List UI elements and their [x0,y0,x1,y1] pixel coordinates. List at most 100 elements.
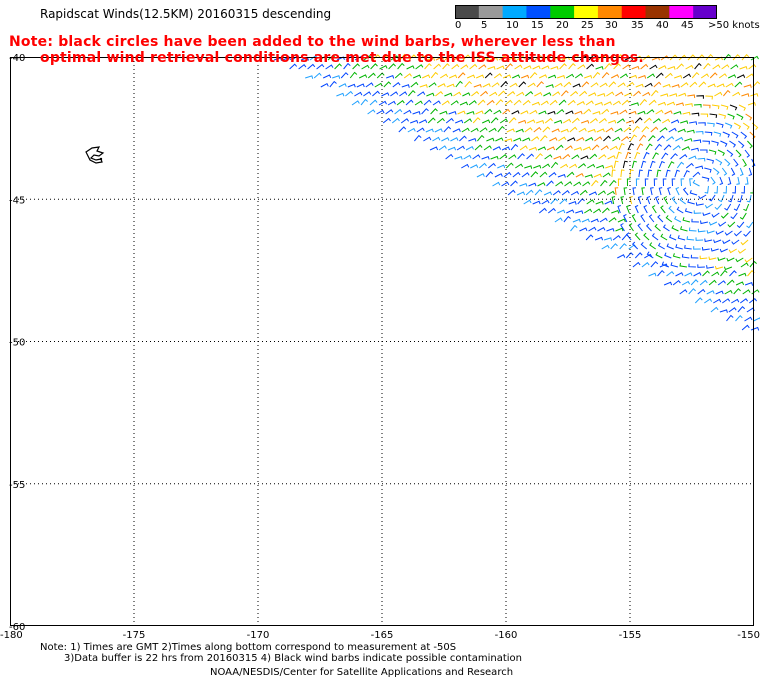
wind-barb [397,62,405,70]
axis-tick-labels: -180 -175 -170 -165 -160 -155 -150 -40 -45 -50 -55… [0,53,760,640]
wind-barb [739,167,744,176]
wind-barb [459,101,469,106]
note-line-1: Note: black circles have been added to t… [9,34,616,50]
wind-barb [706,230,715,234]
wind-barb [542,126,551,133]
wind-barb [619,109,628,115]
wind-barb [593,173,602,178]
wind-barb [438,145,447,151]
wind-barb [379,65,388,70]
wind-barb [358,74,368,79]
wind-barb [710,176,716,185]
wind-barb [617,178,622,187]
wind-barb [741,53,750,61]
wind-barb [573,181,582,187]
wind-barb [668,127,677,133]
wind-barb [455,119,464,124]
wind-barb [693,246,701,250]
wind-barb [631,160,637,169]
wind-barb [560,128,569,133]
wind-barb [665,169,671,178]
colorbar-segment [693,5,717,19]
wind-barb [398,126,407,133]
wind-barb [427,117,436,124]
wind-barb [472,154,481,160]
wind-barb [717,257,726,261]
wind-barb [370,63,378,70]
wind-barb [394,108,403,115]
wind-barb [704,167,712,173]
wind-barb [446,83,455,88]
wind-barb [492,146,502,151]
wind-barb [367,109,376,115]
wind-barb [554,82,563,88]
wind-barb [387,100,396,106]
wind-barb [675,272,684,277]
wind-barb [558,136,567,142]
wind-barb [532,65,541,70]
wind-barb [634,151,641,160]
wind-barb [551,128,560,133]
wind-barb [489,91,498,97]
wind-barb [725,122,733,129]
wind-barb [435,56,444,61]
wind-barb [493,109,502,115]
wind-barb [723,266,733,271]
wind-barb [679,289,688,295]
wind-barb [382,117,391,124]
wind-barb [670,262,679,268]
wind-barb [548,74,557,79]
wind-barb [663,281,673,286]
wind-barb [563,81,572,88]
wind-barb [684,245,692,250]
wind-barb [429,146,439,151]
wind-barb [663,144,672,151]
wind-barb [560,163,569,169]
wind-barb [724,289,733,295]
wind-barb [641,187,645,196]
footer-note-1: Note: 1) Times are GMT 2)Times along bot… [40,642,457,653]
wind-barb [538,74,548,79]
wind-barb [726,257,735,262]
colorbar-segment [597,5,623,19]
wind-barb [693,272,702,277]
wind-barb [547,110,556,115]
wind-barb [434,128,443,133]
wind-barb [558,99,567,106]
wind-barb [698,122,706,126]
wind-barb [620,169,625,178]
wind-barb [511,110,520,115]
wind-barb [606,190,615,196]
wind-barb [532,200,541,205]
wind-barb [570,190,580,196]
wind-map: -180 -175 -170 -165 -160 -155 -150 -40 -45 -50 -55… [0,53,760,640]
wind-barb [694,62,702,70]
wind-barb [682,73,692,79]
wind-barb [439,73,449,79]
wind-barb [658,160,665,169]
wind-barb [650,126,659,133]
wind-barb [684,138,693,142]
wind-barb [660,233,668,241]
wind-barb [694,297,703,304]
wind-barb [640,241,648,250]
colorbar-label: 45 [681,20,694,31]
wind-barb [723,89,731,97]
wind-barb [638,75,647,79]
wind-barb [343,62,351,70]
wind-barb [730,212,738,220]
wind-barb [722,239,731,245]
wind-barb [452,128,461,133]
colorbar-labels: 0 5 10 15 20 25 30 35 40 45 >50 knots [450,20,760,34]
wind-barb [720,269,728,277]
wind-barb [697,264,705,268]
wind-barb [396,99,405,106]
wind-barb [688,155,697,160]
wind-barb [562,118,572,124]
footer-note-2: 3)Data buffer is 22 hrs from 20160315 4)… [64,653,522,664]
wind-barb [581,218,590,223]
wind-barb [570,224,578,232]
wind-barb [666,136,675,142]
wind-barb [523,199,532,205]
wind-barb [608,119,617,124]
